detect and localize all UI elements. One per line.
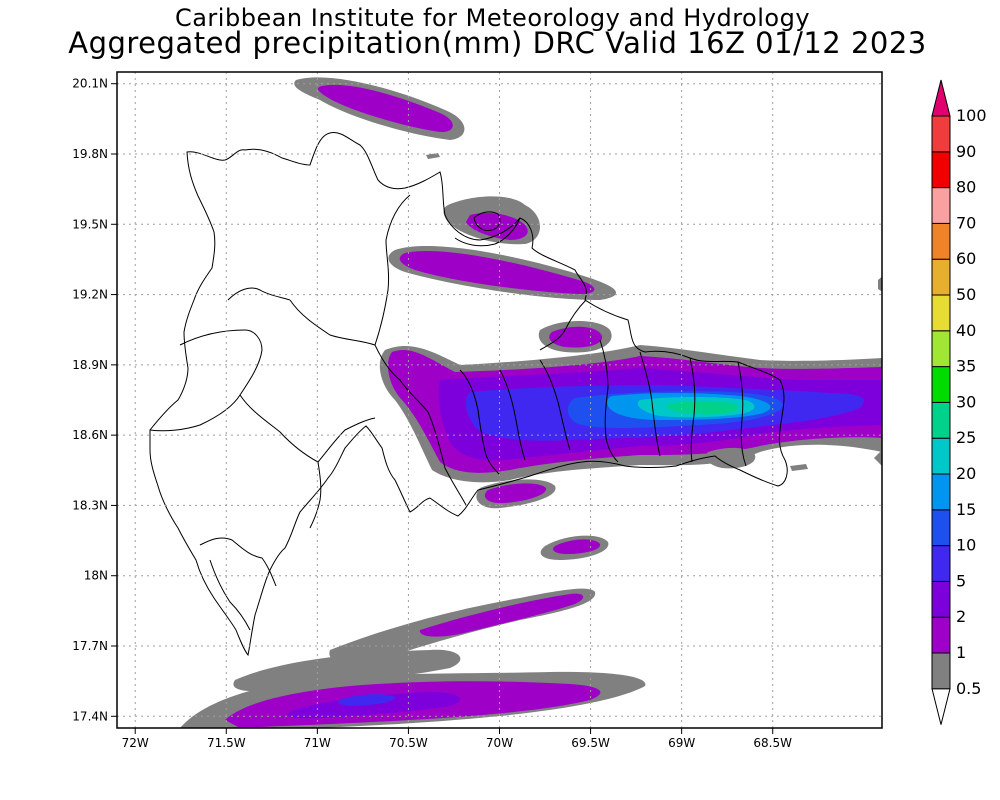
colorbar-label: 15 (956, 500, 976, 519)
colorbar-swatch (931, 580, 951, 618)
colorbar-swatch (931, 437, 951, 475)
rain-area-purple (419, 593, 584, 637)
province-border (239, 394, 376, 463)
province-border (209, 559, 251, 631)
lon-tick-label: 68.5W (753, 736, 792, 750)
rain-area-blue (337, 694, 396, 706)
colorbar-swatch (931, 151, 951, 189)
lon-tick-label: 71W (304, 736, 331, 750)
colorbar-label: 20 (956, 464, 976, 483)
rain-area-gray (426, 153, 440, 159)
colorbar-swatch (931, 294, 951, 332)
province-border (689, 357, 696, 463)
province-border (459, 369, 501, 476)
chart-title: Caribbean Institute for Meteorology and … (174, 4, 811, 32)
lon-tick-label: 70W (486, 736, 513, 750)
lon-tick-label: 71.5W (207, 736, 246, 750)
rain-area-gray (705, 447, 756, 469)
colorbar-label: 60 (956, 249, 976, 268)
colorbar-label: 5 (956, 571, 966, 590)
lat-tick-label: 18.9N (72, 358, 108, 372)
province-border (374, 344, 467, 506)
island-outline (149, 131, 788, 657)
lat-tick-label: 18.3N (72, 498, 108, 512)
colorbar-swatch (931, 616, 951, 654)
colorbar-label: 30 (956, 392, 976, 411)
province-border (539, 299, 587, 351)
rain-area-teal (667, 401, 738, 415)
colorbar-label: 80 (956, 178, 976, 197)
colorbar-label: 90 (956, 142, 976, 161)
colorbar-swatch (931, 366, 951, 403)
province-border (309, 461, 322, 529)
colorbar-label: 40 (956, 321, 976, 340)
colorbar-label: 2 (956, 607, 966, 626)
lat-tick-label: 18.6N (72, 428, 108, 442)
colorbar-label: 25 (956, 428, 976, 447)
province-border (454, 217, 521, 247)
chart-subtitle: Aggregated precipitation(mm) DRC Valid 1… (68, 26, 927, 60)
rain-area-purple (553, 539, 601, 554)
colorbar-swatch (931, 545, 951, 582)
colorbar-swatch (931, 222, 951, 260)
rain-area-purple (549, 326, 603, 348)
rain-area-gray (790, 464, 808, 471)
colorbar-swatch (931, 258, 951, 296)
rain-area-violet (287, 692, 461, 719)
colorbar-label: 70 (956, 213, 976, 232)
rain-area-gray (878, 276, 882, 292)
province-border (289, 299, 376, 346)
colorbar-over-arrow (931, 79, 951, 117)
rain-area-gray (233, 649, 461, 692)
longitude-axis: 72W 71.5W 71W 70.5W 70W 69.5W 69W 68.5W (122, 728, 792, 750)
lat-tick-label: 18N (84, 569, 108, 583)
lon-tick-label: 70.5W (389, 736, 428, 750)
colorbar-under-arrow (931, 688, 951, 725)
colorbar-swatch (931, 330, 951, 368)
colorbar-swatch (931, 401, 951, 439)
province-border (227, 287, 291, 301)
rain-area-purple (317, 84, 453, 133)
latitude-axis: 20.1N 19.8N 19.5N 19.2N 18.9N 18.6N 18.3N 18N 17… (72, 77, 117, 723)
lat-tick-label: 19.5N (72, 217, 108, 231)
colorbar-swatch (931, 115, 951, 153)
colorbar-swatch (931, 509, 951, 547)
rain-area-purple (484, 483, 547, 504)
rain-area-purple (466, 213, 528, 240)
rain-area-purple (399, 250, 595, 294)
lat-tick-label: 19.2N (72, 288, 108, 302)
province-border (499, 369, 526, 461)
lat-tick-label: 17.7N (72, 639, 108, 653)
province-border (539, 359, 571, 451)
province-border (599, 339, 619, 463)
lat-tick-label: 20.1N (72, 77, 108, 91)
colorbar-swatch (931, 652, 951, 690)
province-border (149, 329, 263, 432)
colorbar-label: 35 (956, 357, 976, 376)
precipitation-field (180, 77, 882, 728)
lon-tick-label: 69.5W (571, 736, 610, 750)
colorbar-label: 0.5 (956, 679, 981, 698)
national-border (374, 194, 411, 346)
lon-tick-label: 69W (668, 736, 695, 750)
colorbar-swatch (931, 473, 951, 511)
province-border (737, 361, 747, 467)
colorbar-label: 10 (956, 536, 976, 555)
colorbar-label: 1 (956, 643, 966, 662)
lon-tick-label: 72W (122, 736, 149, 750)
coastline-borders (149, 131, 788, 657)
province-border (639, 351, 661, 457)
lat-tick-label: 17.4N (72, 709, 108, 723)
colorbar-label: 50 (956, 285, 976, 304)
colorbar-label: 100 (956, 106, 987, 125)
lat-tick-label: 19.8N (72, 147, 108, 161)
rain-area-gray (874, 450, 882, 466)
colorbar-swatch (931, 187, 951, 224)
graticule (117, 72, 882, 728)
province-border (199, 537, 277, 587)
